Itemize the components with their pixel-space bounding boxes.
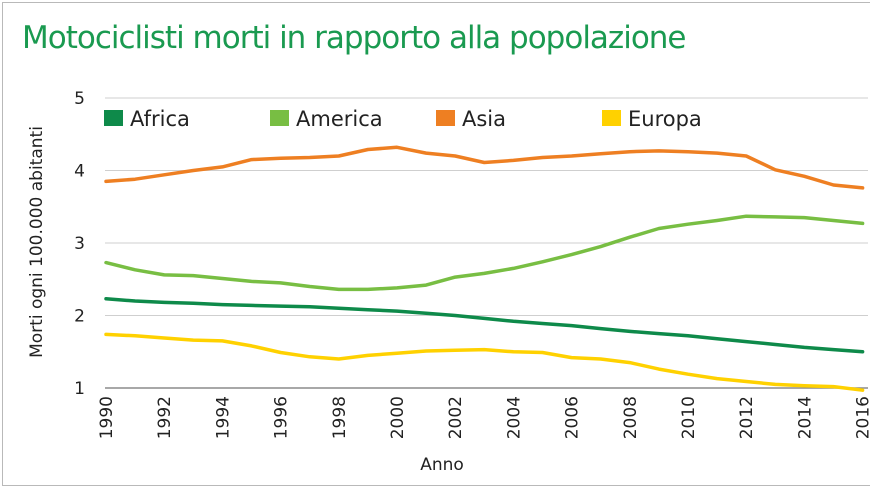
- series-line-asia: [104, 145, 865, 190]
- x-tick-label: 2004: [504, 396, 524, 439]
- y-tick-label: 2: [74, 307, 85, 327]
- legend-swatch-europa: [602, 110, 621, 126]
- legend-swatch-africa: [104, 110, 123, 126]
- x-tick-label: 2000: [388, 396, 408, 439]
- legend-label-asia: Asia: [462, 107, 506, 131]
- x-tick-label: 1990: [97, 396, 117, 439]
- y-tick-labels: 1 2 3 4 5: [74, 89, 85, 399]
- legend-label-europa: Europa: [628, 107, 702, 131]
- x-tick-label: 2010: [679, 396, 699, 439]
- x-tick-label: 2012: [737, 396, 757, 439]
- legend-label-america: America: [296, 107, 383, 131]
- series-line-europa: [104, 332, 865, 392]
- x-tick-label: 2002: [446, 396, 466, 439]
- y-tick-label: 1: [74, 379, 85, 399]
- legend-label-africa: Africa: [130, 107, 190, 131]
- legend: Africa America Asia Europa: [104, 107, 702, 131]
- legend-swatch-asia: [436, 110, 455, 126]
- chart-title: Motociclisti morti in rapporto alla popo…: [22, 20, 687, 56]
- series-lines: [104, 145, 865, 392]
- legend-swatch-america: [270, 110, 289, 126]
- x-tick-labels: 1990 1992 1994 1996 1998 2000 2002 2004 2006 2008…: [97, 396, 870, 439]
- x-tick-label: 2008: [621, 396, 641, 439]
- x-tick-label: 2006: [563, 396, 583, 439]
- y-tick-label: 5: [74, 89, 85, 109]
- x-tick-label: 1994: [213, 396, 233, 439]
- x-tick-label: 2014: [795, 396, 815, 439]
- x-tick-label: 1992: [155, 396, 175, 439]
- x-tick-label: 1998: [330, 396, 350, 439]
- y-axis-label: Morti ogni 100.000 abitanti: [27, 126, 47, 358]
- x-tick-label: 2016: [854, 396, 870, 439]
- y-tick-label: 4: [74, 162, 85, 182]
- x-axis-label: Anno: [420, 455, 464, 475]
- y-tick-label: 3: [74, 234, 85, 254]
- x-tick-label: 1996: [272, 396, 292, 439]
- gridlines: [105, 97, 868, 389]
- series-line-africa: [104, 297, 865, 354]
- series-line-america: [104, 214, 865, 292]
